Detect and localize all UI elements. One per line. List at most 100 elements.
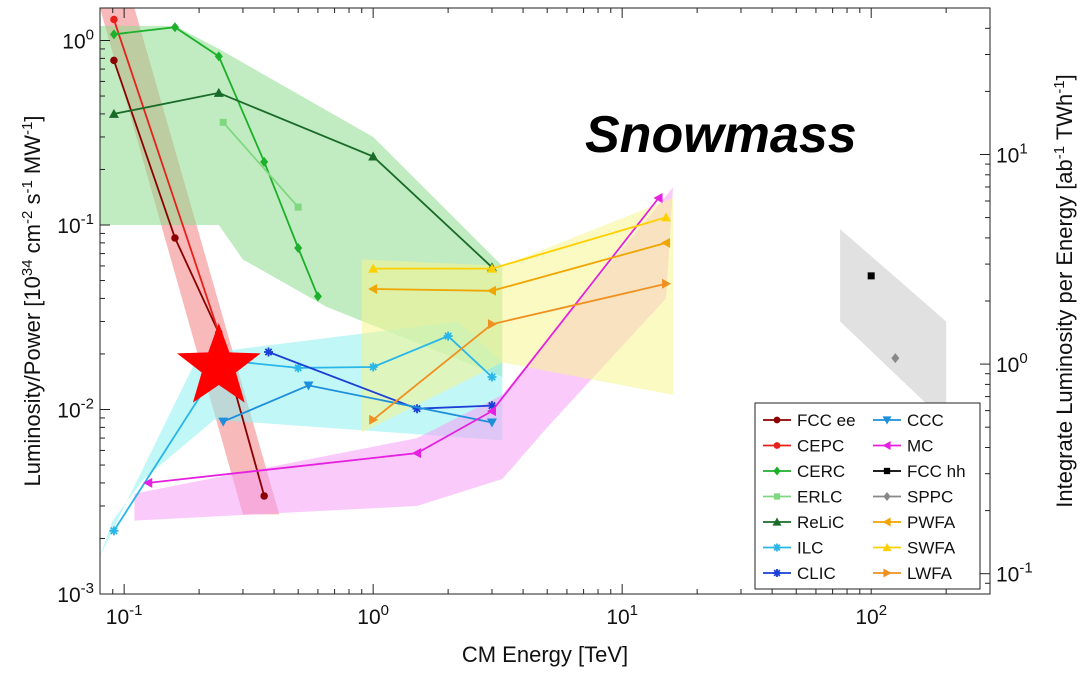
y2-axis-title: Integrate Luminosity per Energy [ab-1 TW… [1051,74,1078,508]
data-point [368,263,379,273]
data-point [486,418,497,428]
band-wakefield [361,198,673,433]
legend-label: CLIC [797,564,836,583]
data-point [303,381,314,391]
watermark-text: Snowmass [585,106,857,164]
data-point [487,401,497,411]
legend-marker [772,568,782,578]
series-cerc [109,22,322,302]
series-sppc [891,353,900,364]
data-point [487,319,497,330]
y-tick-label: 10-2 [57,395,94,422]
legend-marker [883,568,892,578]
series-erlc [219,118,302,211]
y2-tick-label: 100 [996,350,1028,377]
data-point [412,448,422,459]
series-swfa [368,212,672,273]
data-point [109,29,118,40]
legend-item-erlc: ERLC [763,488,842,507]
data-point [486,263,497,273]
data-point [214,51,223,62]
legend-marker [882,517,891,527]
data-point [294,243,303,254]
legend-label: CCC [907,411,944,430]
data-point [260,156,269,167]
legend-label: SWFA [907,539,956,558]
data-point [891,353,900,364]
data-point [294,203,302,211]
x-tick-label: 100 [357,602,389,629]
data-point [143,477,153,488]
data-point [264,347,274,357]
series-line-relic [113,91,493,268]
legend-label: SPPC [907,488,953,507]
data-point [662,278,672,289]
legend-label: LWFA [907,564,953,583]
band-mc [134,187,673,521]
legend-label: CERC [797,462,845,481]
x-tick-label: 101 [606,602,638,629]
highlight-star [177,323,261,403]
series-pwfa [368,237,671,296]
legend-marker [773,493,781,500]
data-point [110,15,118,24]
legend-label: ReLiC [797,513,844,532]
data-point [313,291,322,302]
data-point [661,212,672,222]
legend-box [754,402,981,590]
y-tick-label: 10-3 [57,580,94,607]
data-point [867,272,875,280]
data-point [218,417,229,427]
series-lines [108,15,900,536]
legend-item-cerc: CERC [763,462,845,481]
x-axis-title: CM Energy [TeV] [462,642,628,667]
y2-tick-label: 101 [996,141,1028,168]
series-line-cerc [113,26,319,297]
legend-item-swfa: SWFA [873,539,956,558]
legend-item-ccc: CCC [873,411,944,430]
legend-label: ERLC [797,488,842,507]
legend-item-cepc: CEPC [763,437,844,456]
data-point [171,234,179,242]
x-tick-label: 10-1 [106,602,143,629]
legend-item-relic: ReLiC [763,513,844,532]
legend-marker [773,416,781,424]
red-star-marker [177,323,261,403]
series-ccc [218,381,497,428]
y2-tick-label: 10-1 [996,560,1033,587]
data-point [486,406,496,417]
x-tick-label: 102 [855,602,887,629]
data-point [369,414,379,425]
legend-item-pwfa: PWFA [873,513,956,532]
data-point [213,87,224,97]
legend-label: CEPC [797,437,844,456]
y-tick-label: 10-1 [57,211,94,238]
legend-item-clic: CLIC [763,564,836,583]
legend-item-fcc-hh: FCC hh [873,462,966,481]
legend-marker [773,442,781,449]
data-point [108,108,119,118]
series-clic [264,347,497,414]
legend-label: PWFA [907,513,956,532]
legend-item-sppc: SPPC [873,488,953,507]
series-lwfa [369,278,672,425]
legend-label: FCC hh [907,462,966,481]
legend-marker [882,543,892,552]
legend-marker [882,441,891,450]
data-point [487,372,497,382]
legend-marker [883,467,891,475]
data-point [368,283,378,294]
data-point [219,118,227,126]
legend-marker [772,517,782,526]
series-line-erlc [222,121,299,208]
legend-label: ILC [797,539,823,558]
axes: 10-1 100 101 102 10-3 10-2 10-1 100 10-1 100 101 CM… [19,7,1078,667]
legend-marker [773,466,781,476]
data-point [368,362,378,372]
data-point [486,285,496,296]
data-point [412,404,422,414]
data-point [293,363,303,373]
legend-label: MC [907,437,933,456]
data-point [443,331,453,341]
